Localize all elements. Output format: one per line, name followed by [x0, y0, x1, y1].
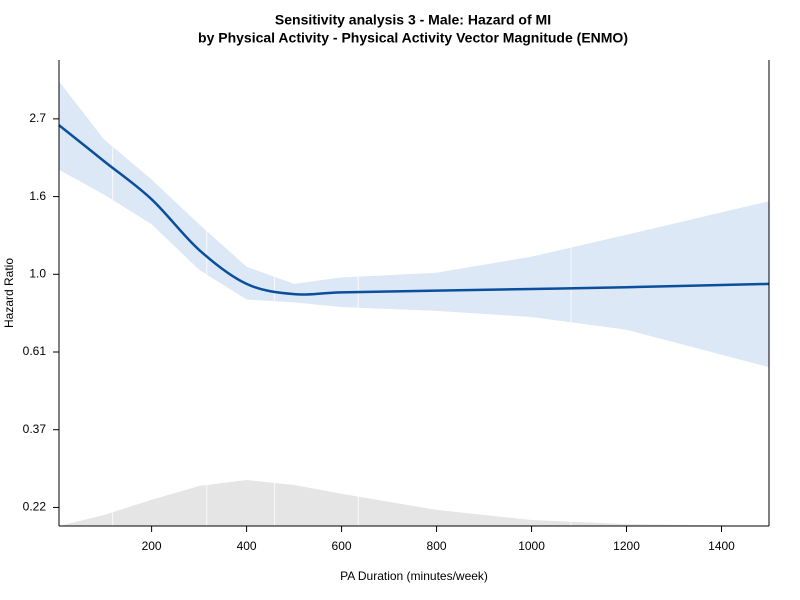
x-tick-label: 600 — [332, 539, 352, 553]
x-tick-label: 1400 — [708, 539, 735, 553]
x-tick-label: 400 — [237, 539, 257, 553]
chart-title: Sensitivity analysis 3 - Male: Hazard of… — [275, 12, 551, 28]
hazard-line — [58, 124, 770, 296]
x-axis-label: PA Duration (minutes/week) — [340, 569, 488, 583]
x-tick-label: 1000 — [518, 539, 545, 553]
x-tick-label: 800 — [427, 539, 447, 553]
y-tick-label: 1.6 — [29, 189, 46, 203]
x-tick-label: 1200 — [613, 539, 640, 553]
chart-subtitle: by Physical Activity - Physical Activity… — [198, 30, 628, 46]
y-axis-label: Hazard Ratio — [2, 258, 16, 328]
confidence-band — [59, 81, 769, 368]
y-tick-label: 1.0 — [29, 266, 46, 280]
y-tick-label: 2.7 — [29, 111, 46, 125]
y-tick-label: 0.61 — [23, 344, 47, 358]
y-tick-label: 0.22 — [23, 500, 47, 514]
x-tick-label: 200 — [142, 539, 162, 553]
density-area — [59, 480, 769, 526]
y-tick-label: 0.37 — [23, 422, 47, 436]
